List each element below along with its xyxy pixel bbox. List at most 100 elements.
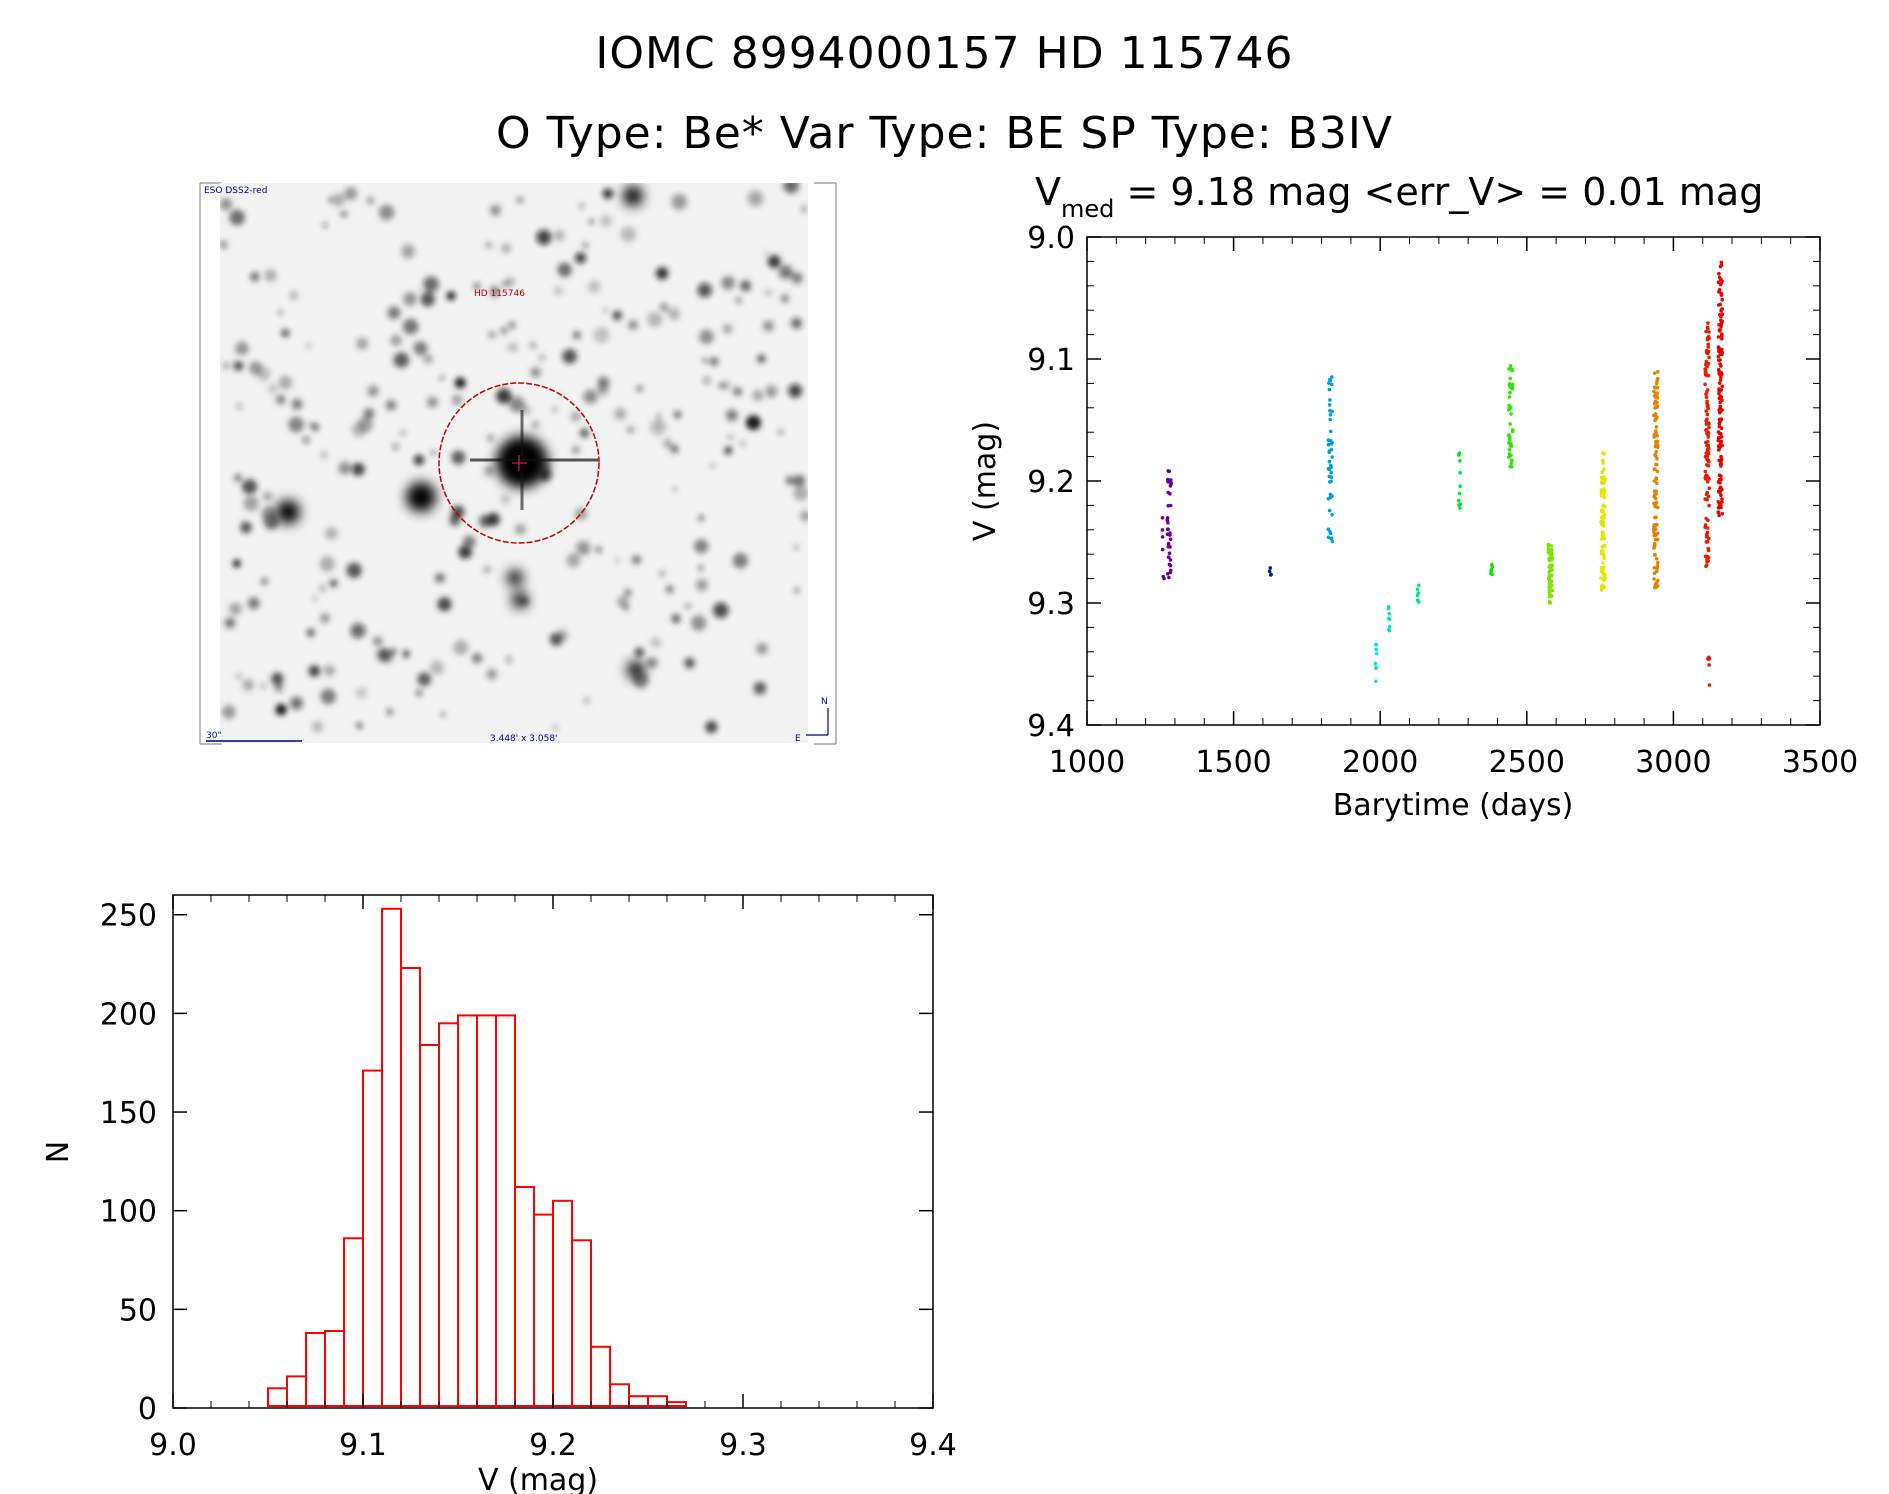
lc-data-point: [1601, 584, 1606, 589]
bright-star: [276, 500, 300, 524]
field-star: [415, 689, 423, 697]
lc-data-point: [1716, 510, 1721, 514]
field-star: [571, 445, 580, 455]
lc-data-point: [1327, 381, 1331, 385]
field-star: [765, 289, 772, 296]
field-star: [417, 672, 432, 687]
histogram-bar: [495, 1014, 516, 1408]
lc-data-point: [1600, 479, 1604, 484]
field-star: [500, 327, 508, 335]
histogram-ylabel: N: [41, 1141, 76, 1163]
lc-data-point: [1387, 624, 1392, 629]
lc-y-tick-label: 9.1: [1027, 343, 1075, 378]
field-star: [536, 229, 552, 245]
lc-data-point: [1704, 428, 1708, 432]
lc-data-point: [1720, 497, 1724, 501]
field-star: [311, 721, 323, 733]
field-star: [355, 687, 368, 699]
light-curve-axes-frame: [1086, 236, 1821, 726]
lc-data-point: [1719, 464, 1723, 468]
lc-data-point: [1716, 367, 1721, 372]
histogram-bar: [286, 1375, 307, 1408]
lc-data-point: [1507, 447, 1512, 452]
field-star: [233, 360, 244, 371]
lc-data-point: [1601, 561, 1605, 565]
field-star: [673, 410, 682, 419]
lc-data-point: [1706, 518, 1710, 523]
field-star: [413, 341, 428, 356]
lc-data-point: [1652, 371, 1657, 376]
lc-data-point: [1328, 429, 1333, 434]
lc-data-point: [1328, 398, 1332, 402]
lc-data-point: [1387, 611, 1392, 616]
lc-data-point: [1601, 514, 1605, 518]
field-star: [261, 506, 277, 522]
field-star: [685, 604, 691, 609]
lc-data-point: [1653, 453, 1657, 457]
light-curve-xlabel: Barytime (days): [1333, 788, 1574, 823]
field-star: [762, 320, 774, 332]
field-star: [376, 647, 391, 662]
lc-data-point: [1652, 467, 1657, 472]
lc-data-point: [1719, 457, 1724, 461]
lc-data-point: [1166, 520, 1170, 525]
field-star: [356, 722, 363, 729]
field-star: [351, 462, 365, 476]
lc-data-point: [1508, 390, 1512, 395]
lc-data-point: [1707, 476, 1711, 481]
field-star: [473, 282, 481, 290]
lc-data-point: [1387, 628, 1392, 633]
lc-data-point: [1704, 563, 1709, 567]
field-star: [278, 375, 293, 390]
lc-data-point: [1166, 479, 1170, 484]
field-star: [319, 556, 335, 572]
lc-data-point: [1329, 536, 1333, 541]
lc-data-point: [1719, 505, 1723, 510]
lc-data-point: [1655, 481, 1659, 486]
field-star: [233, 473, 243, 483]
field-star: [372, 636, 383, 647]
lc-data-point: [1719, 477, 1723, 482]
field-star: [531, 421, 540, 429]
lc-data-point: [1167, 555, 1171, 560]
field-star: [595, 546, 602, 553]
lc-data-point: [1548, 587, 1552, 592]
lc-data-point: [1327, 387, 1332, 392]
field-star: [696, 579, 708, 591]
lc-data-point: [1706, 440, 1710, 444]
lc-data-point: [1550, 548, 1554, 552]
lc-data-point: [1329, 479, 1333, 484]
lc-data-point: [1717, 328, 1722, 332]
lc-data-point: [1329, 470, 1333, 475]
field-star: [579, 428, 590, 438]
field-star: [764, 385, 778, 398]
lc-data-point: [1719, 263, 1724, 268]
lc-data-point: [1602, 477, 1607, 481]
lc-data-point: [1706, 559, 1710, 563]
lc-x-tick-label: 3500: [1782, 745, 1858, 780]
lc-data-point: [1703, 476, 1708, 480]
compass-north-label: N: [821, 697, 828, 707]
lc-data-point: [1655, 433, 1660, 438]
field-star: [733, 387, 742, 396]
field-star: [713, 602, 729, 619]
field-star: [562, 349, 577, 364]
lc-data-point: [1655, 537, 1659, 542]
lc-data-point: [1720, 279, 1724, 284]
field-star: [628, 320, 638, 330]
lc-data-point: [1456, 498, 1461, 503]
lc-data-point: [1599, 520, 1603, 524]
field-star: [745, 415, 761, 431]
field-star: [783, 183, 800, 194]
field-star: [702, 358, 708, 363]
lc-data-point: [1719, 375, 1723, 379]
histogram-bar: [571, 1239, 592, 1408]
lc-data-point: [1719, 493, 1723, 498]
lc-data-point: [1374, 679, 1378, 683]
field-star: [340, 210, 348, 218]
field-star: [220, 240, 228, 249]
lc-data-point: [1718, 282, 1723, 287]
field-star: [489, 286, 501, 297]
field-star: [249, 361, 263, 375]
field-star: [690, 615, 707, 631]
